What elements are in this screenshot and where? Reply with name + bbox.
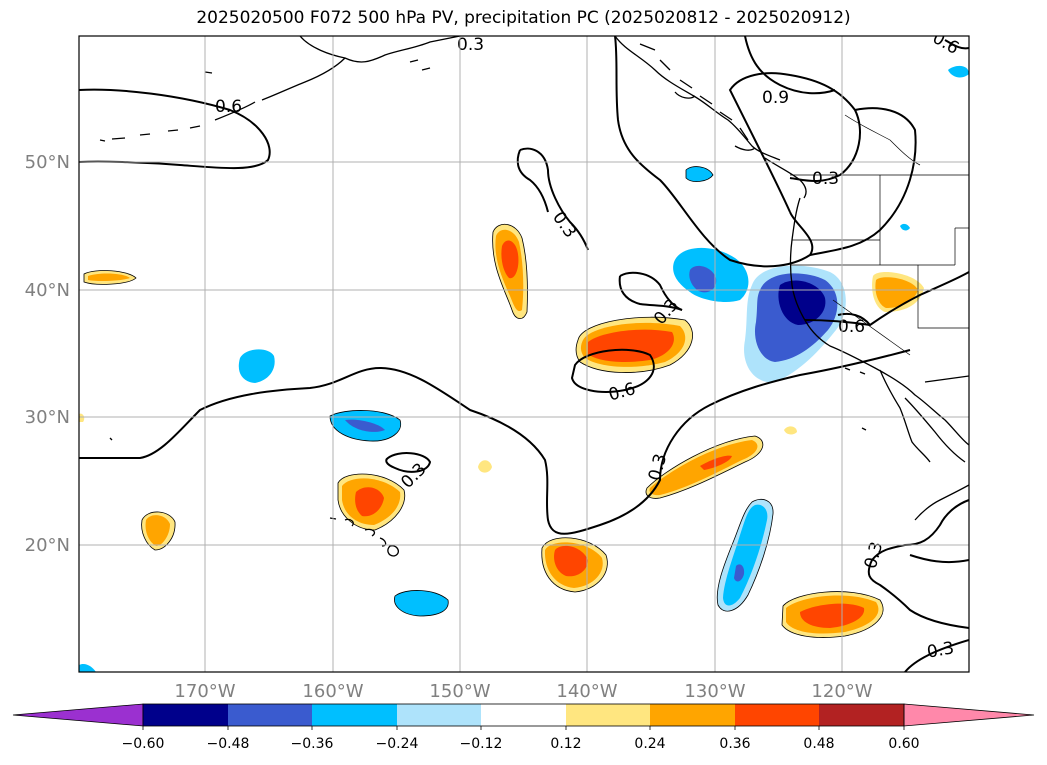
precip-neg-cell — [79, 663, 96, 672]
precip-outlines — [83, 166, 884, 638]
lat-label: 20°N — [25, 535, 70, 556]
precip-pos-cell — [700, 455, 732, 470]
plot-frame — [78, 35, 970, 673]
colorbar-tick-label: −0.60 — [122, 736, 165, 752]
precip-neg-cell — [394, 590, 449, 616]
precip-pos-cell — [800, 603, 865, 628]
precip-pos-cell — [79, 413, 85, 422]
colorbar-tick-label: 0.24 — [634, 736, 665, 752]
lat-label: 40°N — [25, 280, 70, 301]
colorbar-tick-label: 0.60 — [888, 736, 919, 752]
contour-label: 0.3 — [457, 35, 484, 55]
contour-label: 0.9 — [762, 88, 789, 108]
lon-label: 130°W — [684, 681, 745, 702]
precip-neg-cell — [723, 504, 768, 606]
colorbar: −0.60 −0.48 −0.36 −0.24 −0.12 0.12 0.24 … — [12, 703, 1035, 752]
admin-borders — [790, 114, 969, 356]
colorbar-segment — [819, 704, 904, 726]
precip-neg-cell — [238, 349, 275, 383]
lat-label: 30°N — [25, 407, 70, 428]
colorbar-tick-label: −0.24 — [376, 736, 419, 752]
precip-neg-cell — [734, 564, 745, 582]
precip-pos-cell — [784, 426, 797, 435]
precip-shading — [79, 65, 969, 672]
lat-label: 50°N — [25, 152, 70, 173]
colorbar-extend-min — [12, 703, 144, 727]
contour-label: 0.6 — [215, 97, 242, 117]
colorbar-segment — [397, 704, 481, 726]
colorbar-tick-label: −0.36 — [291, 736, 334, 752]
colorbar-tick-label: 0.48 — [803, 736, 834, 752]
precip-neg-cell — [686, 166, 713, 182]
precip-pos-cell — [875, 277, 918, 308]
colorbar-tick-label: 0.12 — [550, 736, 581, 752]
contour-label: 0.6 — [838, 317, 865, 337]
lon-label: 160°W — [302, 681, 363, 702]
axis-labels: 170°W 160°W 150°W 140°W 130°W 120°W 50°N… — [25, 152, 873, 702]
colorbar-segment — [650, 704, 735, 726]
colorbar-segment — [228, 704, 312, 726]
precip-neg-cell — [345, 419, 385, 432]
colorbar-segment — [312, 704, 397, 726]
precip-pos-cell — [145, 515, 170, 546]
colorbar-segment — [143, 704, 228, 726]
precip-pos-cell — [88, 273, 130, 282]
map-title: 2025020500 F072 500 hPa PV, precipitatio… — [196, 8, 851, 28]
colorbar-extend-max — [903, 703, 1035, 727]
precip-pos-cell — [478, 460, 492, 473]
map-layers: 0.3 0.6 0.9 0.3 0.3 0.3 0.6 0.6 0.3 0.3 … — [79, 35, 969, 672]
colorbar-segment — [566, 704, 650, 726]
precip-pos-cell — [355, 487, 384, 517]
gridlines — [79, 36, 969, 672]
lon-label: 140°W — [556, 681, 617, 702]
lon-label: 170°W — [174, 681, 235, 702]
colorbar-tick-label: −0.12 — [460, 736, 503, 752]
precip-neg-cell — [689, 265, 717, 293]
lon-label: 150°W — [429, 681, 490, 702]
lon-label: 120°W — [811, 681, 872, 702]
precip-pos-cell — [554, 545, 588, 577]
contour-label: 0.3 — [926, 638, 956, 662]
precip-pos-cell — [501, 240, 519, 279]
colorbar-tick-label: 0.36 — [719, 736, 750, 752]
colorbar-segment — [481, 704, 566, 726]
precip-pos-cell — [588, 329, 674, 362]
pv-contours — [79, 36, 969, 672]
precip-neg-cell — [778, 280, 826, 325]
contour-label: 0.3 — [812, 169, 839, 189]
precip-neg-cell — [900, 223, 910, 231]
precip-neg-cell — [948, 65, 969, 78]
plot-area — [79, 36, 969, 672]
colorbar-segment — [735, 704, 819, 726]
colorbar-tick-label: −0.48 — [207, 736, 250, 752]
